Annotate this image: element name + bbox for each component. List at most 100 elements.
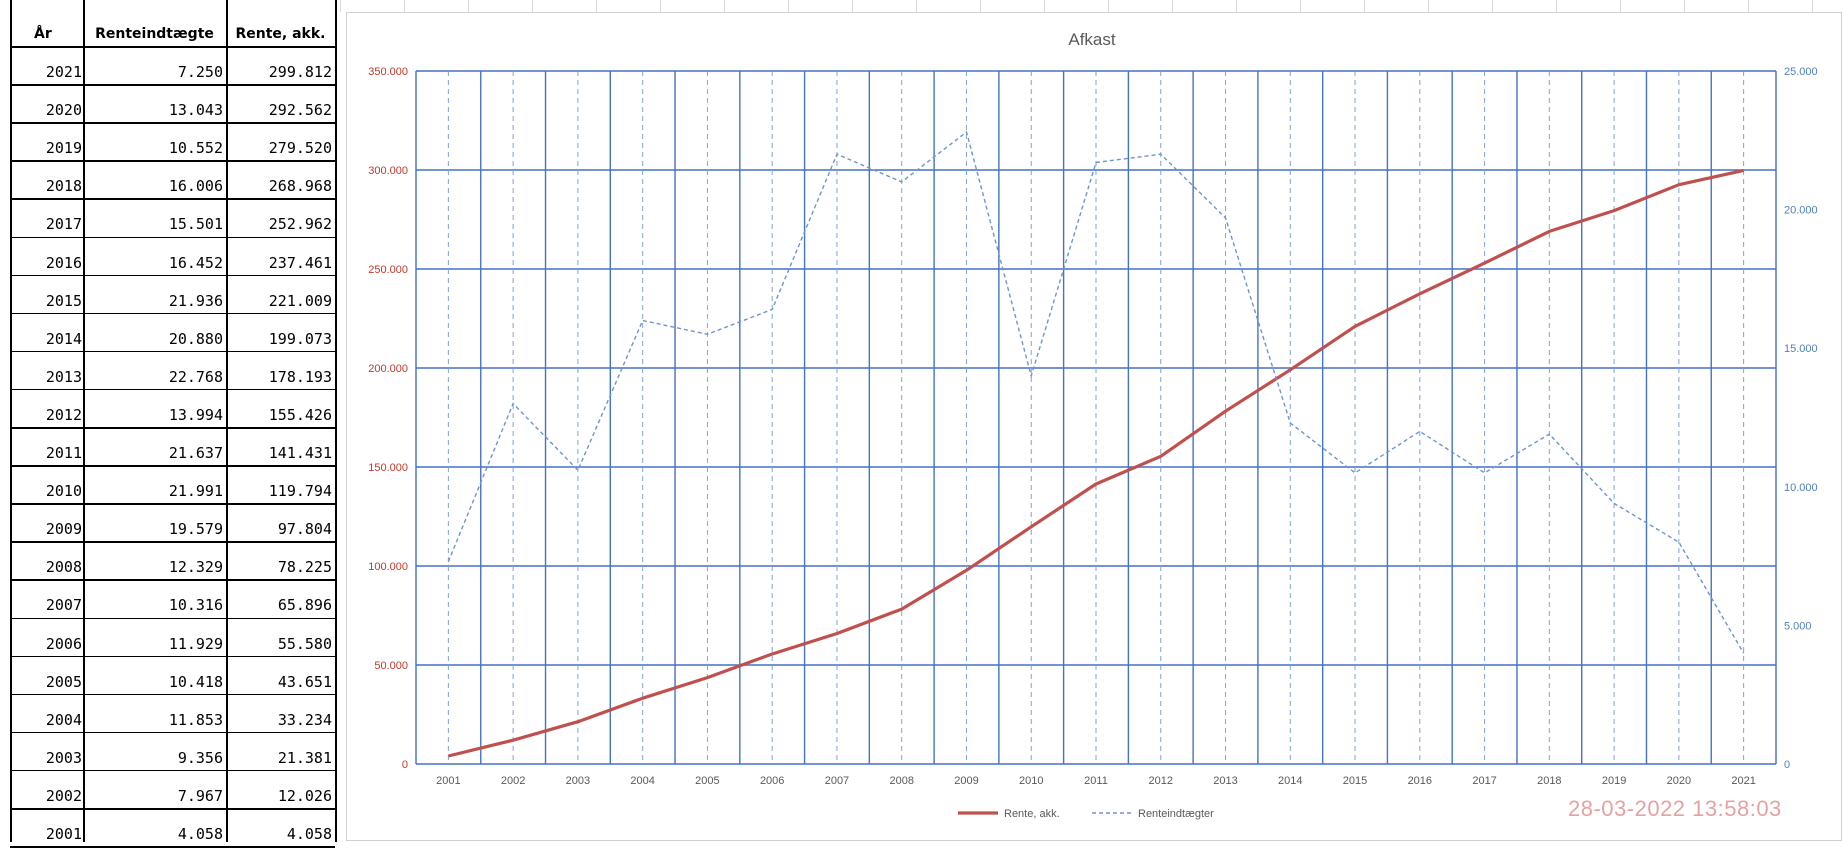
chart-title: Afkast xyxy=(1068,30,1116,49)
sheet-gridline xyxy=(660,0,661,12)
sheet-gridline xyxy=(852,0,853,12)
table-cell: 11.929 xyxy=(168,634,223,653)
sheet-gridline xyxy=(596,0,597,12)
table-cell: 2015 xyxy=(45,291,82,310)
sheet-gridline xyxy=(340,0,341,12)
x-axis-tick-label: 2018 xyxy=(1537,775,1561,787)
table-cell: 2021 xyxy=(45,63,82,81)
table-cell: 4.058 xyxy=(177,825,223,843)
right-axis-tick-label: 25.000 xyxy=(1784,66,1818,78)
table-cell: 2005 xyxy=(45,672,82,691)
table-cell: 97.804 xyxy=(277,520,332,539)
table-cell: 2004 xyxy=(45,710,82,729)
table-cell: 292.562 xyxy=(268,101,332,120)
table-cell: 2020 xyxy=(45,101,82,120)
table-cell: 13.043 xyxy=(168,101,223,120)
table-column-border xyxy=(335,0,337,842)
table-cell: 19.579 xyxy=(168,520,223,539)
table-cell: 155.426 xyxy=(268,405,332,424)
table-row-border xyxy=(10,427,335,429)
sheet-gridline xyxy=(788,0,789,12)
series-line-rente-akk xyxy=(448,168,1744,758)
x-axis-tick-label: 2005 xyxy=(695,775,719,787)
table-row-border xyxy=(10,198,335,200)
table-cell: 10.552 xyxy=(168,139,223,158)
right-axis-tick-label: 10.000 xyxy=(1784,482,1818,494)
sheet-gridline xyxy=(1556,0,1557,12)
table-cell: 21.381 xyxy=(277,748,332,767)
table-row-border xyxy=(10,312,335,315)
x-axis-tick-label: 2011 xyxy=(1084,775,1108,787)
chart-afkast[interactable]: Afkast 0 50.000 100.000 150.000 200.000 250.00… xyxy=(346,12,1843,842)
table-header-cell: Renteindtægte xyxy=(95,26,214,42)
table-column-border xyxy=(226,0,228,842)
left-axis-tick-label: 100.000 xyxy=(368,561,408,573)
table-header-cell: Rente, akk. xyxy=(235,26,326,42)
table-cell: 299.812 xyxy=(268,63,332,81)
right-axis-tick-label: 20.000 xyxy=(1784,205,1818,217)
table-cell: 2006 xyxy=(45,634,82,653)
series-line-renteindtaegter xyxy=(447,130,1745,654)
table-cell: 119.794 xyxy=(268,482,332,501)
table-row-border xyxy=(10,693,335,696)
table-cell: 2018 xyxy=(45,177,82,196)
table-cell: 4.058 xyxy=(286,825,332,843)
table-row-border xyxy=(10,846,335,848)
sheet-gridline xyxy=(1428,0,1429,12)
sheet-gridline xyxy=(1748,0,1749,12)
table-cell: 2009 xyxy=(45,520,82,539)
table-row-border xyxy=(10,541,335,543)
table-cell: 16.006 xyxy=(168,177,223,196)
table-cell: 2012 xyxy=(45,405,82,424)
x-axis-tick-label: 2010 xyxy=(1019,775,1043,787)
table-cell: 279.520 xyxy=(268,139,332,158)
sheet-gridline xyxy=(980,0,981,12)
data-table: År Renteindtægte Rente, akk. 2021 7.250 299.8… xyxy=(0,0,340,848)
table-cell: 65.896 xyxy=(277,596,332,615)
right-axis-tick-label: 0 xyxy=(1784,759,1790,771)
sheet-gridline xyxy=(1620,0,1621,12)
table-cell: 178.193 xyxy=(268,367,332,386)
table-cell: 7.967 xyxy=(177,786,223,805)
table-cell: 268.968 xyxy=(268,177,332,196)
x-axis-tick-label: 2016 xyxy=(1408,775,1432,787)
x-axis-tick-label: 2004 xyxy=(630,775,654,787)
table-cell: 2014 xyxy=(45,329,82,348)
table-cell: 20.880 xyxy=(168,329,223,348)
table-cell: 21.637 xyxy=(168,444,223,462)
sheet-gridline xyxy=(724,0,725,12)
table-row-border xyxy=(10,46,335,48)
table-cell: 2016 xyxy=(45,253,82,272)
left-axis-tick-label: 150.000 xyxy=(368,462,408,474)
sheet-gridline xyxy=(1172,0,1173,12)
table-row-border xyxy=(10,579,335,581)
x-axis-tick-label: 2015 xyxy=(1343,775,1367,787)
x-axis-tick-label: 2001 xyxy=(436,775,460,787)
x-axis-tick-label: 2012 xyxy=(1149,775,1173,787)
table-row-border xyxy=(10,160,335,162)
table-row-border xyxy=(10,84,335,86)
table-cell: 221.009 xyxy=(268,291,332,310)
table-row-border xyxy=(10,769,335,772)
table-row-border xyxy=(10,465,335,467)
table-cell: 15.501 xyxy=(168,215,223,234)
x-axis-tick-label: 2003 xyxy=(566,775,590,787)
x-axis-tick-label: 2019 xyxy=(1602,775,1626,787)
left-axis-tick-label: 50.000 xyxy=(374,660,408,672)
table-cell: 12.026 xyxy=(277,786,332,805)
sheet-gridline xyxy=(916,0,917,12)
table-cell: 141.431 xyxy=(268,444,332,462)
table-row-border xyxy=(10,350,335,353)
x-axis-tick-label: 2014 xyxy=(1278,775,1302,787)
table-cell: 10.316 xyxy=(168,596,223,615)
x-axis-tick-label: 2002 xyxy=(501,775,525,787)
table-column-border xyxy=(10,0,12,842)
table-cell: 33.234 xyxy=(277,710,332,729)
x-axis-tick-label: 2020 xyxy=(1667,775,1691,787)
table-cell: 199.073 xyxy=(268,329,332,348)
table-row-border xyxy=(10,655,335,658)
sheet-gridline xyxy=(1044,0,1045,12)
table-cell: 2002 xyxy=(45,786,82,805)
x-axis-tick-label: 2008 xyxy=(889,775,913,787)
x-axis-tick-label: 2021 xyxy=(1731,775,1755,787)
